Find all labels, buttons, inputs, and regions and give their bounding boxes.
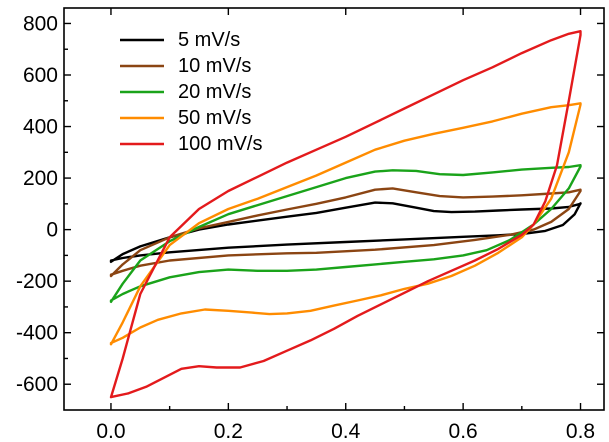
x-tick-label: 0.2 xyxy=(214,420,243,442)
tick-layer: -600 -400 -200 0 200 400 600 800 0.0 0.2 0.4 0.6 0.8 xyxy=(16,8,604,442)
y-tick-label: 800 xyxy=(23,12,58,35)
x-tick-label: 0.4 xyxy=(331,420,361,442)
legend-label: 5 mV/s xyxy=(178,29,240,51)
x-tick-label: 0.0 xyxy=(96,420,125,442)
y-tick-label: -200 xyxy=(16,270,58,293)
x-tick-label: 0.6 xyxy=(449,420,478,442)
y-tick-label: 0 xyxy=(46,219,58,242)
legend-label: 100 mV/s xyxy=(178,133,262,155)
plot-frame xyxy=(63,7,605,411)
series-line-5-mv-s xyxy=(109,201,582,263)
series-layer xyxy=(109,30,582,399)
legend-label: 20 mV/s xyxy=(178,81,251,103)
legend: 5 mV/s 10 mV/s 20 mV/s 50 mV/s 100 mV/s xyxy=(120,29,262,155)
y-tick-label: 600 xyxy=(23,64,58,87)
y-tick-label: 400 xyxy=(23,116,58,139)
y-tick-label: -600 xyxy=(16,373,58,396)
legend-label: 10 mV/s xyxy=(178,55,251,77)
y-tick-label: 200 xyxy=(23,167,58,190)
x-tick-label: 0.8 xyxy=(566,420,595,442)
series-line-100-mv-s xyxy=(109,30,582,399)
series-line-10-mv-s xyxy=(109,187,582,278)
series-line-50-mv-s xyxy=(109,102,582,346)
series-line-20-mv-s xyxy=(109,163,582,303)
legend-label: 50 mV/s xyxy=(178,107,251,129)
y-tick-label: -400 xyxy=(16,322,58,345)
